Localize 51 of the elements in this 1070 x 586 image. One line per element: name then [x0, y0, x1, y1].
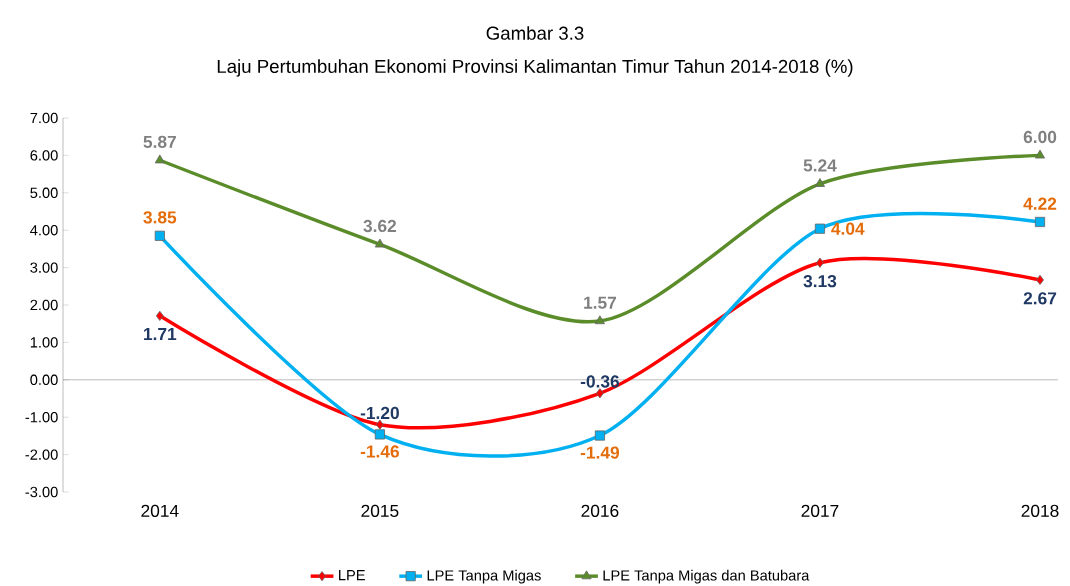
data-label: -1.46 — [360, 445, 399, 458]
y-tick-label: 6.00 — [30, 150, 58, 161]
data-label: 4.22 — [1023, 197, 1057, 210]
point — [814, 223, 826, 234]
y-tick-label: 1.00 — [30, 337, 58, 348]
data-label: 1.71 — [144, 328, 177, 341]
point — [594, 315, 605, 325]
data-label: 5.87 — [143, 135, 176, 148]
data-label: 5.24 — [803, 159, 837, 172]
data-label: -1.49 — [580, 446, 620, 459]
y-tick-label: 4.00 — [30, 225, 58, 236]
y-tick-label: -1.00 — [25, 412, 58, 423]
point — [594, 430, 605, 441]
x-tick-label: 2018 — [1021, 504, 1059, 517]
data-label: 1.57 — [584, 296, 617, 309]
data-label: 4.04 — [831, 222, 865, 235]
y-tick-label: -3.00 — [25, 486, 58, 498]
y-tick-label: 2.00 — [30, 299, 58, 311]
y-tick-label: -2.00 — [25, 449, 58, 460]
x-tick-label: 2014 — [141, 504, 179, 517]
point — [374, 429, 385, 440]
y-tick-label: 5.00 — [30, 187, 58, 198]
x-tick-label: 2016 — [581, 504, 619, 517]
point — [154, 230, 165, 241]
y-tick-label: 7.00 — [30, 112, 58, 124]
data-label: -0.36 — [580, 375, 620, 388]
data-label: 3.13 — [803, 275, 837, 288]
point — [816, 257, 824, 268]
chart-subtitle: Laju Pertumbuhan Ekonomi Provinsi Kalimantan Timur Tahun 2014-2018 (%) — [217, 59, 853, 77]
point — [1036, 274, 1044, 285]
point — [1034, 149, 1046, 159]
data-label: 3.85 — [143, 211, 177, 224]
data-label: 6.00 — [1023, 130, 1057, 144]
point — [1034, 216, 1046, 228]
data-label: 2.67 — [1023, 292, 1057, 305]
data-label: 3.62 — [363, 219, 397, 233]
y-tick-label: 0.00 — [30, 374, 58, 385]
data-label: -1.20 — [360, 406, 399, 420]
legend-label: LPE — [339, 570, 365, 581]
point — [596, 388, 604, 399]
point — [154, 154, 165, 164]
point — [155, 310, 164, 321]
legend-label: LPE Tanpa Migas — [427, 569, 541, 584]
legend-label: LPE Tanpa Migas dan Batubara — [603, 569, 810, 584]
point — [814, 178, 825, 187]
y-tick-label: 3.00 — [30, 262, 58, 273]
point — [375, 419, 384, 430]
chart-title: Gambar 3.3 — [486, 26, 584, 40]
x-tick-label: 2017 — [801, 504, 839, 517]
x-tick-label: 2015 — [361, 504, 399, 517]
point — [374, 238, 385, 248]
